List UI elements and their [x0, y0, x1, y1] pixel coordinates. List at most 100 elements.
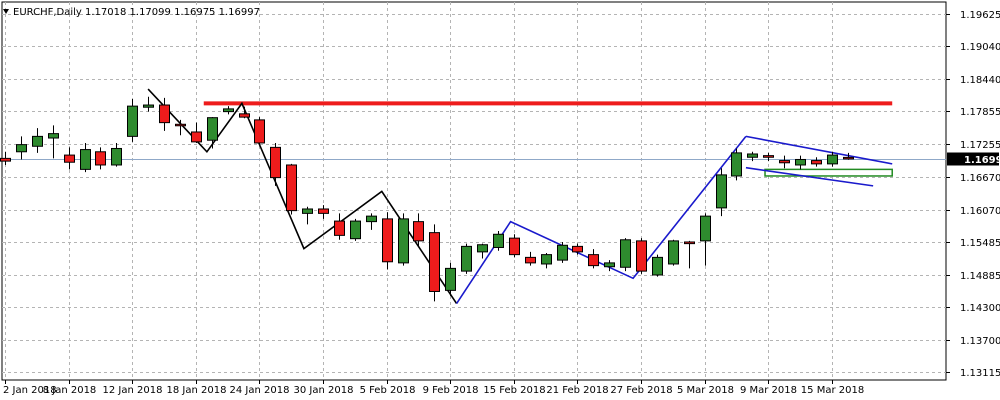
x-tick-label: 30 Jan 2018: [294, 385, 354, 396]
candle-body: [811, 160, 822, 165]
candle: [604, 260, 615, 272]
candle-body: [223, 108, 234, 113]
candle: [175, 119, 186, 136]
candle-body: [413, 221, 424, 242]
x-tick-label: 5 Mar 2018: [677, 385, 734, 396]
candle-body: [716, 174, 727, 209]
candle-body: [0, 157, 11, 162]
annotations: [2, 88, 946, 305]
y-tick-label: 1.15485: [960, 238, 1000, 249]
x-tick-label: 27 Feb 2018: [610, 385, 672, 396]
candle-body: [366, 215, 377, 223]
candle-body: [95, 151, 106, 166]
header: EURCHF,Daily 1.17018 1.17099 1.16975 1.1…: [3, 7, 260, 18]
candle: [445, 262, 456, 296]
candle: [286, 163, 297, 215]
candle: [477, 243, 488, 259]
candle: [779, 155, 790, 169]
collapse-triangle-icon[interactable]: [3, 9, 9, 14]
candle: [827, 151, 838, 167]
candle: [318, 205, 329, 219]
candle-body: [461, 245, 472, 272]
candle-body: [302, 208, 313, 214]
y-tick-label: 1.19625: [960, 10, 1000, 21]
candle-body: [64, 154, 75, 163]
candle-body: [620, 239, 631, 268]
candle-body: [445, 267, 456, 291]
candle: [95, 147, 106, 170]
candle-body: [779, 160, 790, 164]
candle: [366, 213, 377, 230]
candle-body: [652, 256, 663, 276]
candle: [207, 117, 218, 149]
candle: [143, 96, 154, 112]
candle: [509, 234, 520, 258]
candle: [223, 106, 234, 115]
x-tick-label: 21 Feb 2018: [546, 385, 608, 396]
x-tick-label: 9 Mar 2018: [740, 385, 797, 396]
candle: [572, 243, 583, 255]
support-band: [764, 168, 893, 177]
candle: [413, 213, 424, 247]
candle-body: [159, 104, 170, 124]
candle: [588, 249, 599, 269]
wedge-lower-line: [745, 166, 874, 187]
candle-body: [318, 208, 329, 214]
axes: 1.19625 1.19040 1.18440 1.17855 1.17255 1.166…: [3, 10, 1000, 396]
candle-body: [477, 244, 488, 253]
y-tick-label: 1.16070: [960, 206, 1000, 217]
candle: [557, 241, 568, 263]
candle: [763, 152, 774, 162]
y-tick-label: 1.18440: [960, 75, 1000, 86]
candle: [636, 238, 647, 274]
candle: [811, 157, 822, 167]
x-tick-label: 8 Jan 2018: [43, 385, 97, 396]
candle-body: [239, 113, 250, 118]
candle-body: [572, 245, 583, 253]
candle: [254, 117, 265, 145]
candle: [429, 224, 440, 302]
candle-body: [763, 155, 774, 158]
candle-body: [286, 164, 297, 212]
candle: [382, 212, 393, 270]
candle: [80, 142, 91, 173]
candle: [32, 128, 43, 153]
x-tick-label: 18 Jan 2018: [167, 385, 227, 396]
candle-body: [382, 218, 393, 263]
zigzag-black-line: [147, 88, 458, 305]
candle: [684, 240, 695, 269]
candle-body: [525, 256, 536, 264]
candle-body: [350, 220, 361, 240]
candle: [302, 206, 313, 225]
candle: [461, 243, 472, 274]
candle-body: [684, 241, 695, 245]
candle-body: [747, 153, 758, 158]
candle-body: [636, 240, 647, 272]
candle-body: [143, 104, 154, 108]
candle-body: [111, 147, 122, 166]
candle: [843, 152, 854, 160]
candle-body: [334, 220, 345, 236]
candle: [795, 155, 806, 170]
candle: [0, 151, 11, 165]
candle-body: [398, 218, 409, 264]
candle: [270, 142, 281, 186]
x-tick-label: 2 Jan 2018: [3, 385, 57, 396]
candle: [398, 213, 409, 266]
candle: [716, 168, 727, 217]
candle-body: [827, 154, 838, 165]
y-tick-label: 1.13700: [960, 336, 1000, 347]
x-tick-label: 12 Jan 2018: [103, 385, 163, 396]
candle: [493, 230, 504, 251]
candle-body: [541, 254, 552, 265]
y-tick-label: 1.14300: [960, 303, 1000, 314]
candle: [48, 125, 59, 159]
candle: [350, 218, 361, 241]
grid: [1, 1, 947, 381]
candle-body: [80, 149, 91, 170]
candles: [0, 96, 854, 302]
y-tick-label: 1.13115: [960, 368, 1000, 379]
candle-body: [127, 105, 138, 137]
